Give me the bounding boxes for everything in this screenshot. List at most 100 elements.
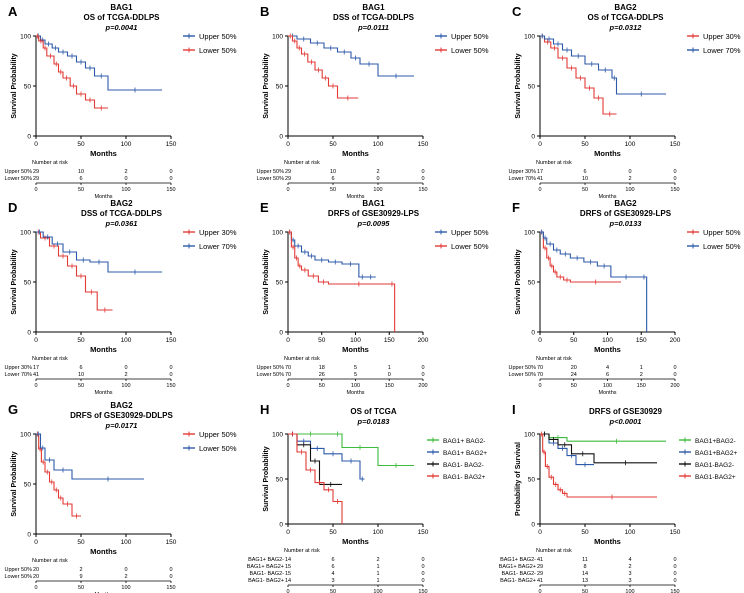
x-tick-label: 100 — [602, 337, 613, 344]
legend-label: Upper 50% — [199, 430, 237, 439]
x-tick-label: 150 — [670, 529, 681, 536]
risk-value: 3 — [628, 578, 631, 584]
legend-label: BAG1+BAG2- — [695, 438, 736, 445]
y-axis-label: Survival Probability — [263, 53, 270, 118]
chart-title: BAG2 — [110, 199, 133, 208]
x-tick-label: 200 — [418, 337, 429, 344]
risk-value: 6 — [331, 557, 334, 563]
risk-axis-tick-label: 150 — [166, 187, 175, 193]
risk-value: 0 — [673, 176, 676, 182]
risk-value: 70 — [537, 372, 543, 378]
risk-row-name: BAG1+ BAG2+ — [247, 564, 284, 570]
risk-row-name: Lower 50% — [256, 372, 284, 378]
x-tick-label: 0 — [34, 539, 38, 546]
risk-row-name: BAG1+ BAG2+ — [499, 564, 536, 570]
x-tick-label: 200 — [670, 337, 681, 344]
legend-label: Lower 50% — [703, 242, 741, 251]
y-tick-label: 50 — [276, 84, 284, 91]
risk-axis-tick-label: 50 — [582, 187, 588, 193]
risk-value: 2 — [376, 169, 379, 175]
risk-value: 0 — [169, 574, 172, 580]
km-curve-bag1-bag2- — [288, 433, 414, 467]
x-axis-label: Months — [90, 345, 117, 354]
y-axis-label: Survival Probability — [11, 451, 18, 516]
risk-value: 0 — [169, 567, 172, 573]
legend-label: Lower 50% — [199, 46, 237, 55]
p-value: p=0.0361 — [105, 219, 138, 228]
chart-subtitle: DSS of TCGA-DDLPS — [81, 209, 163, 218]
risk-axis-tick-label: 50 — [78, 585, 84, 591]
y-tick-label: 100 — [524, 230, 535, 237]
p-value: p=0.0041 — [105, 23, 138, 32]
y-tick-label: 100 — [524, 432, 535, 439]
x-tick-label: 50 — [329, 141, 337, 148]
risk-axis-tick-label: 150 — [418, 187, 427, 193]
risk-row-name: Lower 50% — [508, 372, 536, 378]
risk-axis-tick-label: 150 — [418, 589, 427, 593]
y-tick-label: 100 — [20, 230, 31, 237]
risk-axis-tick-label: 0 — [538, 589, 541, 593]
panel-letter: F — [512, 200, 520, 215]
x-tick-label: 150 — [166, 337, 177, 344]
y-tick-label: 0 — [531, 134, 535, 141]
risk-row-name: Upper 30% — [4, 365, 32, 371]
risk-value: 20 — [33, 567, 39, 573]
risk-row-name: BAG1- BAG2+ — [500, 578, 536, 584]
risk-value: 29 — [33, 169, 39, 175]
risk-value: 3 — [331, 578, 334, 584]
risk-value: 1 — [376, 578, 379, 584]
risk-table-label: Number at risk — [284, 356, 320, 362]
x-tick-label: 100 — [625, 141, 636, 148]
panel-letter: C — [512, 4, 522, 19]
risk-value: 0 — [124, 365, 127, 371]
risk-value: 0 — [673, 365, 676, 371]
risk-row-name: Upper 30% — [508, 169, 536, 175]
x-axis-label: Months — [594, 345, 621, 354]
y-axis-label: Survival Probability — [11, 53, 18, 118]
risk-row-name: Upper 50% — [508, 365, 536, 371]
risk-value: 0 — [673, 578, 676, 584]
risk-table-label: Number at risk — [32, 356, 68, 362]
risk-axis-tick-label: 100 — [625, 187, 634, 193]
risk-axis-tick-label: 100 — [351, 383, 360, 389]
risk-value: 0 — [421, 169, 424, 175]
risk-value: 4 — [606, 365, 609, 371]
risk-value: 0 — [673, 557, 676, 563]
km-curve-upper-30- — [36, 231, 113, 311]
panel-letter: A — [8, 4, 18, 19]
risk-value: 0 — [421, 372, 424, 378]
risk-row-name: Lower 70% — [4, 372, 32, 378]
chart-subtitle: DRFS of GSE30929-DDLPS — [70, 411, 173, 420]
risk-value: 20 — [571, 365, 577, 371]
risk-row-name: Upper 50% — [4, 169, 32, 175]
risk-value: 17 — [33, 365, 39, 371]
chart-subtitle: DRFS of GSE30929-LPS — [580, 209, 672, 218]
km-curve-upper-50- — [288, 35, 414, 77]
x-tick-label: 100 — [121, 337, 132, 344]
risk-value: 2 — [124, 574, 127, 580]
risk-value: 70 — [285, 365, 291, 371]
risk-value: 14 — [582, 571, 588, 577]
risk-axis-tick-label: 100 — [373, 187, 382, 193]
x-tick-label: 150 — [418, 529, 429, 536]
risk-table-label: Number at risk — [536, 548, 572, 554]
x-tick-label: 0 — [286, 141, 290, 148]
risk-axis-tick-label: 150 — [670, 187, 679, 193]
y-tick-label: 0 — [27, 330, 31, 337]
chart-title: BAG1 — [362, 3, 385, 12]
x-axis-label: Months — [90, 547, 117, 556]
risk-row-name: Upper 50% — [4, 567, 32, 573]
x-tick-label: 0 — [34, 141, 38, 148]
risk-axis-tick-label: 50 — [78, 383, 84, 389]
y-tick-label: 100 — [272, 230, 283, 237]
km-curve-lower-50- — [288, 35, 359, 99]
legend-label: Upper 50% — [703, 228, 741, 237]
risk-value: 0 — [376, 176, 379, 182]
y-tick-label: 50 — [276, 477, 284, 484]
chart-subtitle: OS of TCGA-DDLPS — [84, 13, 161, 22]
risk-value: 3 — [628, 571, 631, 577]
risk-value: 0 — [124, 567, 127, 573]
